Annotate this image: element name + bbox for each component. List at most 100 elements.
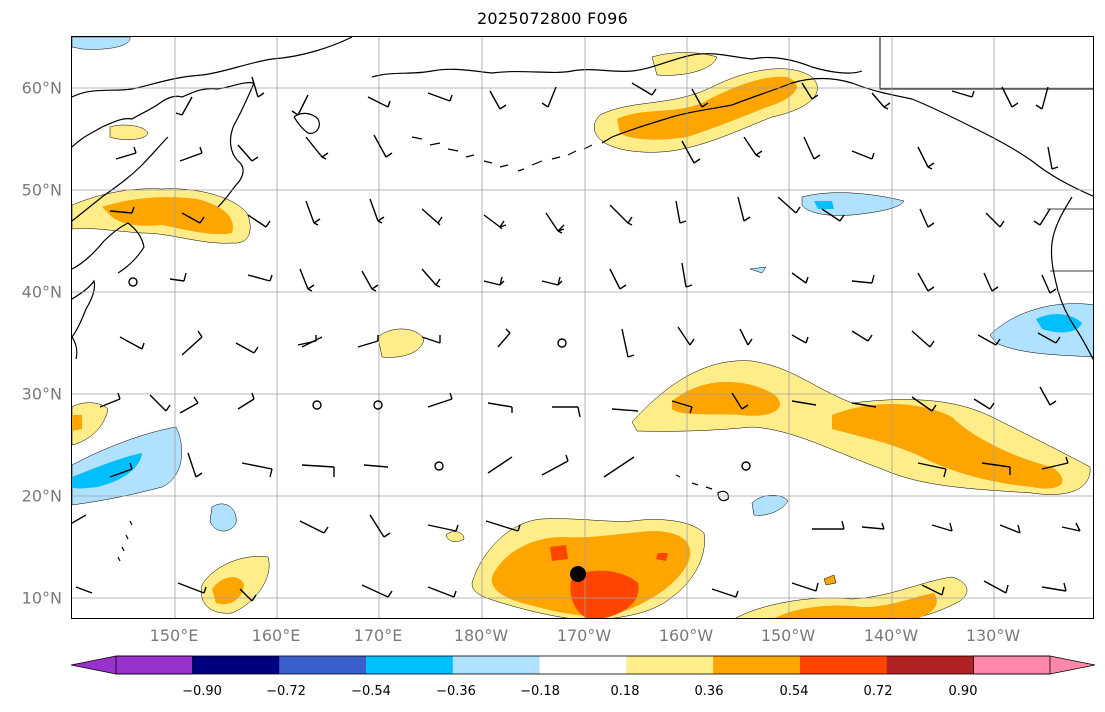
hawaii-coastline	[675, 474, 729, 502]
calm-wind-circle	[373, 400, 383, 410]
wind-barb	[181, 212, 205, 224]
wind-barb	[247, 214, 271, 228]
wind-barb	[427, 392, 453, 408]
wind-barb	[1033, 208, 1051, 226]
north-america-west-coastline	[1050, 196, 1093, 361]
wind-barb	[119, 336, 145, 350]
island-coastline	[293, 112, 320, 134]
colorbar-cell	[539, 656, 627, 674]
lon-label-170w: 170°W	[556, 626, 612, 645]
lon-label-140w: 140°W	[863, 626, 919, 645]
wind-barb	[671, 400, 693, 414]
hokkaido-coastline	[72, 222, 145, 274]
calm-wind-markers	[128, 277, 751, 471]
wind-barb	[739, 328, 753, 346]
negative-anomaly-region	[749, 266, 767, 274]
wind-barb	[631, 82, 657, 96]
wind-barb	[483, 214, 507, 230]
wind-barb	[621, 328, 635, 358]
wind-barb	[803, 136, 821, 160]
alaska-north-coastline	[371, 53, 863, 78]
lon-label-150w: 150°W	[760, 626, 816, 645]
colorbar-tick-label: −0.72	[266, 684, 306, 699]
wind-barb	[611, 408, 639, 412]
wind-barb	[541, 276, 563, 286]
calm-wind-circle	[741, 461, 751, 471]
negative-anomaly-core	[72, 453, 142, 489]
wind-barb	[175, 96, 193, 116]
wind-barb	[483, 276, 505, 286]
japan-south-coastline	[72, 336, 78, 360]
wind-barb	[917, 462, 947, 478]
wind-barb	[72, 514, 87, 524]
wind-barb	[237, 392, 255, 410]
wind-barb	[917, 146, 935, 170]
strong-anomaly-core	[570, 570, 639, 618]
lat-label-60n: 60°N	[21, 78, 62, 98]
positive-anomaly-core	[212, 577, 244, 605]
calm-wind-circle	[312, 400, 322, 410]
wind-barb	[373, 134, 393, 158]
wind-barb	[851, 330, 873, 342]
colorbar-cell	[799, 656, 888, 674]
wind-barb	[299, 520, 329, 534]
wind-barb	[681, 262, 693, 288]
wind-barb	[791, 582, 819, 592]
wind-barb	[179, 146, 203, 162]
wind-barb	[737, 196, 751, 222]
colorbar-tick-label: 0.36	[694, 684, 724, 699]
positive-anomaly-core	[672, 381, 781, 416]
positive-anomaly-region	[377, 328, 425, 358]
wind-barb	[973, 398, 995, 410]
wind-barb	[297, 335, 317, 346]
wind-barb	[357, 335, 379, 348]
wind-barb	[812, 520, 845, 530]
wind-barb	[1041, 274, 1057, 294]
negative-anomaly-region	[989, 303, 1093, 358]
asia-coastline	[72, 37, 353, 98]
wind-barb	[169, 272, 187, 282]
lon-label-160e: 160°E	[251, 626, 301, 645]
strong-anomaly-core	[656, 553, 668, 561]
wind-barb	[181, 330, 203, 356]
wind-barb	[951, 90, 975, 98]
wind-barb	[743, 136, 763, 158]
wind-barb	[981, 462, 1011, 475]
wind-barb	[99, 392, 121, 408]
wind-barb	[977, 334, 1001, 346]
colorbar-extend-low	[71, 655, 193, 675]
wind-barb	[985, 212, 1005, 228]
calm-wind-circle	[557, 338, 567, 348]
japan-coastline	[72, 279, 96, 338]
wind-barb	[677, 326, 695, 346]
wind-barb	[427, 92, 453, 102]
lon-label-150e: 150°E	[149, 626, 199, 645]
wind-barb	[485, 520, 521, 532]
colorbar-cell	[713, 656, 801, 674]
wind-barb	[421, 268, 441, 288]
wind-barb	[777, 196, 801, 214]
negative-anomaly-region	[751, 495, 789, 516]
wind-barb	[487, 402, 513, 413]
lon-label-160w: 160°W	[658, 626, 714, 645]
wind-barb	[919, 208, 935, 228]
wind-barb	[109, 462, 133, 478]
colorbar-cell	[192, 656, 280, 674]
positive-anomaly-core	[102, 197, 233, 235]
wind-barb	[239, 588, 257, 602]
map-panel	[71, 36, 1094, 619]
wind-barb	[427, 524, 459, 532]
wind-barb	[251, 76, 265, 98]
wind-barb	[305, 200, 321, 226]
wind-barb	[1041, 582, 1067, 592]
wind-barb	[115, 146, 137, 160]
positive-anomaly-region	[109, 124, 149, 140]
state-borders	[1047, 208, 1093, 272]
colorbar-cell	[626, 656, 714, 674]
lat-label-40n: 40°N	[21, 282, 62, 302]
wind-barb	[1037, 332, 1061, 344]
wind-barb	[931, 522, 953, 532]
map-canvas	[72, 37, 1093, 618]
colorbar-extend-high	[973, 655, 1095, 675]
wind-barb	[487, 456, 513, 474]
